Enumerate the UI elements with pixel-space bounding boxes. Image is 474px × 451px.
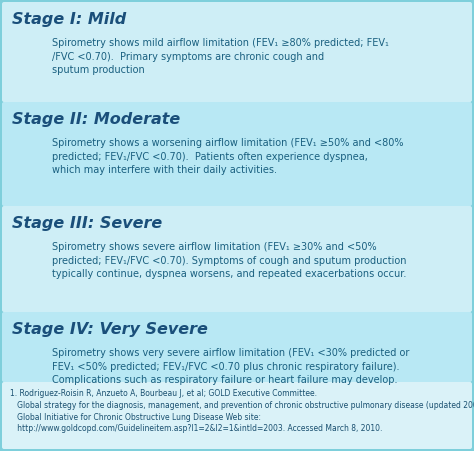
Text: Spirometry shows severe airflow limitation (FEV₁ ≥30% and <50%
predicted; FEV₁/F: Spirometry shows severe airflow limitati…	[52, 242, 407, 279]
Text: Spirometry shows very severe airflow limitation (FEV₁ <30% predicted or
FEV₁ <50: Spirometry shows very severe airflow lim…	[52, 348, 410, 385]
Text: 1. Rodriguez-Roisin R, Anzueto A, Bourbeau J, et al; GOLD Executive Committee.
 : 1. Rodriguez-Roisin R, Anzueto A, Bourbe…	[10, 389, 474, 433]
Text: Spirometry shows a worsening airflow limitation (FEV₁ ≥50% and <80%
predicted; F: Spirometry shows a worsening airflow lim…	[52, 138, 403, 175]
Text: Spirometry shows mild airflow limitation (FEV₁ ≥80% predicted; FEV₁
/FVC <0.70).: Spirometry shows mild airflow limitation…	[52, 38, 389, 75]
Text: Stage I: Mild: Stage I: Mild	[12, 12, 126, 27]
Text: Stage II: Moderate: Stage II: Moderate	[12, 112, 180, 127]
FancyBboxPatch shape	[2, 382, 472, 449]
FancyBboxPatch shape	[2, 2, 472, 102]
FancyBboxPatch shape	[2, 102, 472, 206]
FancyBboxPatch shape	[2, 206, 472, 312]
Text: Stage III: Severe: Stage III: Severe	[12, 216, 162, 231]
FancyBboxPatch shape	[2, 312, 472, 382]
Text: Stage IV: Very Severe: Stage IV: Very Severe	[12, 322, 208, 337]
